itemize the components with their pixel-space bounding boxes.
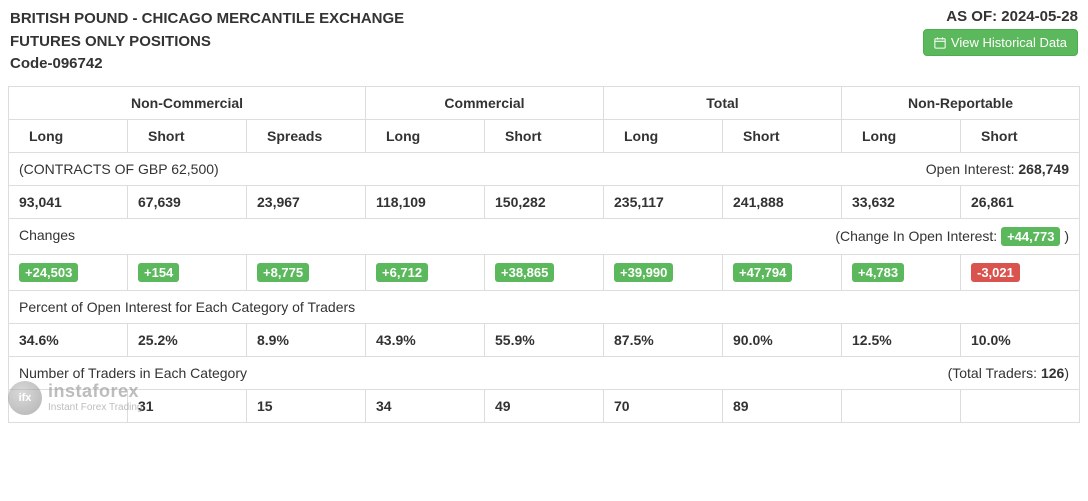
- view-historical-button[interactable]: View Historical Data: [923, 29, 1078, 56]
- brand-text: instaforex: [48, 382, 143, 402]
- pos-cell: 23,967: [247, 185, 366, 218]
- trader-cell: 49: [485, 389, 604, 422]
- brand-tagline: Instant Forex Trading: [48, 402, 143, 413]
- pos-cell: 26,861: [961, 185, 1080, 218]
- col-c-short: Short: [485, 119, 604, 152]
- changes-label: Changes: [19, 227, 75, 246]
- title-line1: BRITISH POUND - CHICAGO MERCANTILE EXCHA…: [10, 8, 404, 31]
- pct-cell: 43.9%: [366, 323, 485, 356]
- col-nc-spreads: Spreads: [247, 119, 366, 152]
- change-cell: +154: [128, 254, 247, 290]
- positions-row: 93,041 67,639 23,967 118,109 150,282 235…: [9, 185, 1080, 218]
- pos-cell: 150,282: [485, 185, 604, 218]
- change-cell: -3,021: [961, 254, 1080, 290]
- change-open-interest: (Change In Open Interest: +44,773 ): [835, 227, 1069, 246]
- title-line2: FUTURES ONLY POSITIONS: [10, 31, 404, 54]
- change-cell: +4,783: [842, 254, 961, 290]
- group-header-row: Non-Commercial Commercial Total Non-Repo…: [9, 86, 1080, 119]
- pct-cell: 25.2%: [128, 323, 247, 356]
- code: Code-096742: [10, 53, 404, 76]
- calendar-icon: [934, 37, 946, 49]
- pos-cell: 33,632: [842, 185, 961, 218]
- group-commercial: Commercial: [366, 86, 604, 119]
- col-t-long: Long: [604, 119, 723, 152]
- change-cell: +8,775: [247, 254, 366, 290]
- change-cell: +39,990: [604, 254, 723, 290]
- contracts-note: (CONTRACTS OF GBP 62,500): [19, 161, 219, 177]
- col-t-short: Short: [723, 119, 842, 152]
- contracts-row: (CONTRACTS OF GBP 62,500) Open Interest:…: [9, 152, 1080, 185]
- trader-cell: [842, 389, 961, 422]
- col-nr-long: Long: [842, 119, 961, 152]
- open-interest: Open Interest: 268,749: [926, 161, 1069, 177]
- traders-header-row: Number of Traders in Each Category (Tota…: [9, 356, 1080, 389]
- group-total: Total: [604, 86, 842, 119]
- trader-cell: 15: [247, 389, 366, 422]
- change-cell: +6,712: [366, 254, 485, 290]
- changes-header-row: Changes (Change In Open Interest: +44,77…: [9, 218, 1080, 254]
- pct-cell: 87.5%: [604, 323, 723, 356]
- col-nc-short: Short: [128, 119, 247, 152]
- pct-cell: 8.9%: [247, 323, 366, 356]
- historical-button-label: View Historical Data: [951, 35, 1067, 50]
- pos-cell: 67,639: [128, 185, 247, 218]
- pct-cell: 90.0%: [723, 323, 842, 356]
- pos-cell: 93,041: [9, 185, 128, 218]
- change-cell: +47,794: [723, 254, 842, 290]
- percent-label: Percent of Open Interest for Each Catego…: [9, 290, 1080, 323]
- col-nc-long: Long: [9, 119, 128, 152]
- col-nr-short: Short: [961, 119, 1080, 152]
- pct-cell: 12.5%: [842, 323, 961, 356]
- pct-cell: 10.0%: [961, 323, 1080, 356]
- trader-cell: [961, 389, 1080, 422]
- change-cell: +38,865: [485, 254, 604, 290]
- group-nonreportable: Non-Reportable: [842, 86, 1080, 119]
- percent-header-row: Percent of Open Interest for Each Catego…: [9, 290, 1080, 323]
- pct-cell: 34.6%: [9, 323, 128, 356]
- col-c-long: Long: [366, 119, 485, 152]
- trader-counts-row: 31 15 34 49 70 89: [9, 389, 1080, 422]
- pos-cell: 118,109: [366, 185, 485, 218]
- trader-cell: 89: [723, 389, 842, 422]
- pos-cell: 241,888: [723, 185, 842, 218]
- trader-cell: 70: [604, 389, 723, 422]
- trader-cell: 31: [128, 389, 247, 422]
- group-noncommercial: Non-Commercial: [9, 86, 366, 119]
- percents-row: 34.6% 25.2% 8.9% 43.9% 55.9% 87.5% 90.0%…: [9, 323, 1080, 356]
- pct-cell: 55.9%: [485, 323, 604, 356]
- watermark: ifx instaforex Instant Forex Trading: [8, 381, 143, 415]
- changes-row: +24,503 +154 +8,775 +6,712 +38,865 +39,9…: [9, 254, 1080, 290]
- total-traders: (Total Traders: 126): [948, 365, 1069, 381]
- trader-cell: 34: [366, 389, 485, 422]
- change-cell: +24,503: [9, 254, 128, 290]
- traders-label: Number of Traders in Each Category: [19, 365, 247, 381]
- logo-icon: ifx: [8, 381, 42, 415]
- pos-cell: 235,117: [604, 185, 723, 218]
- positions-table: Non-Commercial Commercial Total Non-Repo…: [8, 86, 1080, 423]
- asof-label: AS OF: 2024-05-28: [923, 8, 1078, 25]
- sub-header-row: Long Short Spreads Long Short Long Short…: [9, 119, 1080, 152]
